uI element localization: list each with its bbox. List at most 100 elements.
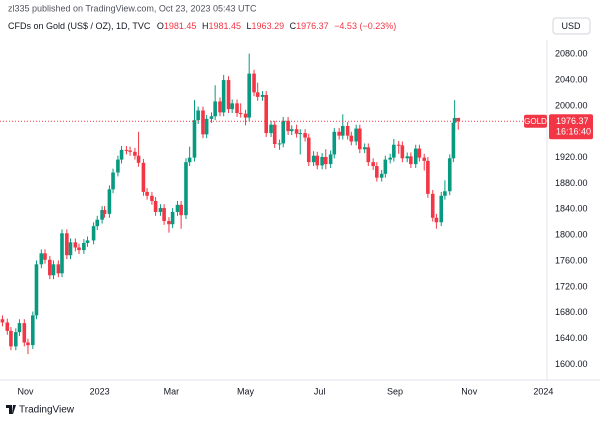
- candle-body: [426, 160, 430, 194]
- low-label: L: [247, 21, 252, 31]
- candle-body: [328, 154, 333, 165]
- candle-body: [354, 128, 358, 142]
- candle-body: [43, 253, 47, 260]
- high-value: 1981.45: [208, 21, 241, 31]
- candle-body: [417, 148, 422, 158]
- candle-body: [100, 210, 104, 220]
- high-label: H: [202, 21, 209, 31]
- x-tick-label: 2023: [90, 386, 110, 396]
- candle-body: [22, 323, 27, 343]
- candle-body: [456, 117, 461, 122]
- candle-body: [430, 193, 435, 218]
- candle-body: [213, 101, 217, 117]
- candle-body: [91, 226, 96, 241]
- footer-logo: TradingView: [6, 405, 75, 416]
- candle-body: [400, 145, 405, 159]
- candle-body: [396, 144, 401, 146]
- low-value: 1963.29: [252, 21, 285, 31]
- candle-body: [192, 120, 197, 158]
- candle-body: [145, 191, 149, 196]
- y-tick-label: 1800.00: [555, 230, 588, 240]
- candle-body: [153, 200, 158, 212]
- candle-body: [238, 113, 243, 115]
- candle-body: [383, 159, 388, 174]
- candle-body: [349, 135, 354, 142]
- candle-body: [289, 129, 294, 132]
- candle-body: [439, 195, 444, 223]
- candle-body: [320, 156, 324, 166]
- candle-body: [116, 159, 120, 173]
- x-tick-label: Jul: [314, 386, 326, 396]
- candle-body: [294, 129, 299, 134]
- candle-body: [119, 149, 124, 160]
- x-tick-label: Sep: [387, 386, 403, 396]
- y-tick-label: 1880.00: [555, 178, 588, 188]
- price-badge: [549, 114, 593, 140]
- open-value: 1981.45: [164, 21, 197, 31]
- candle-body: [340, 125, 345, 136]
- candle-body: [413, 148, 418, 165]
- candle-body: [218, 101, 222, 113]
- candle-body: [405, 156, 410, 159]
- candle-body: [51, 264, 56, 276]
- x-tick-label: Nov: [461, 386, 478, 396]
- candle-body: [315, 155, 320, 166]
- candle-body: [150, 195, 154, 201]
- candle-body: [226, 80, 231, 110]
- candle-body: [158, 208, 163, 212]
- candle-body: [170, 211, 175, 225]
- candle-body: [14, 332, 18, 347]
- candle-body: [68, 242, 73, 256]
- candle-body: [128, 150, 132, 152]
- open-label: O: [157, 21, 164, 31]
- candle-body: [311, 155, 316, 163]
- candle-body: [409, 156, 413, 165]
- candle-body: [102, 210, 107, 214]
- y-tick-label: 2040.00: [555, 74, 588, 84]
- candle-body: [124, 149, 129, 151]
- candle-body: [243, 113, 248, 118]
- candle-body: [323, 156, 328, 165]
- symbol-title: CFDs on Gold (US$ / OZ), 1D, TVC: [8, 21, 151, 31]
- currency[interactable]: USD: [561, 21, 581, 31]
- candle-body: [306, 137, 311, 163]
- candle-body: [358, 128, 362, 150]
- candle-body: [255, 92, 260, 97]
- candle-body: [48, 259, 52, 276]
- candle-body: [221, 80, 226, 113]
- x-tick-label: 2024: [533, 386, 553, 396]
- candle-body: [451, 122, 456, 159]
- candle-body: [379, 173, 384, 178]
- y-tick-label: 1840.00: [555, 204, 588, 214]
- candle-body: [111, 172, 115, 190]
- currency-button[interactable]: [552, 17, 591, 35]
- candle-body: [95, 219, 100, 227]
- x-tick-label: May: [237, 386, 255, 396]
- last-price-label: 1976.37: [556, 116, 589, 126]
- footer-brand: TradingView: [19, 405, 75, 416]
- candle-body: [73, 242, 78, 248]
- candle-body: [9, 330, 13, 347]
- candle-body: [107, 189, 112, 214]
- symbol-label: GOLD: [524, 117, 547, 126]
- candle-body: [366, 147, 371, 163]
- candle-body: [269, 124, 273, 134]
- y-tick-label: 1720.00: [555, 281, 588, 291]
- candle-body: [196, 110, 200, 121]
- candle-body: [286, 120, 290, 132]
- x-tick-label: Mar: [164, 386, 180, 396]
- candle-body: [298, 133, 303, 135]
- symbol-badge: [524, 114, 547, 128]
- candle-body: [82, 242, 86, 251]
- candle-body: [162, 208, 166, 221]
- y-tick-label: 1920.00: [555, 152, 588, 162]
- candle-body: [133, 151, 137, 156]
- candle-body: [141, 162, 146, 192]
- candle-body: [443, 191, 447, 196]
- candle-body: [422, 157, 427, 161]
- close-label: C: [290, 21, 297, 31]
- candle-body: [362, 147, 367, 150]
- candle-body: [247, 73, 251, 118]
- candle-body: [77, 247, 81, 251]
